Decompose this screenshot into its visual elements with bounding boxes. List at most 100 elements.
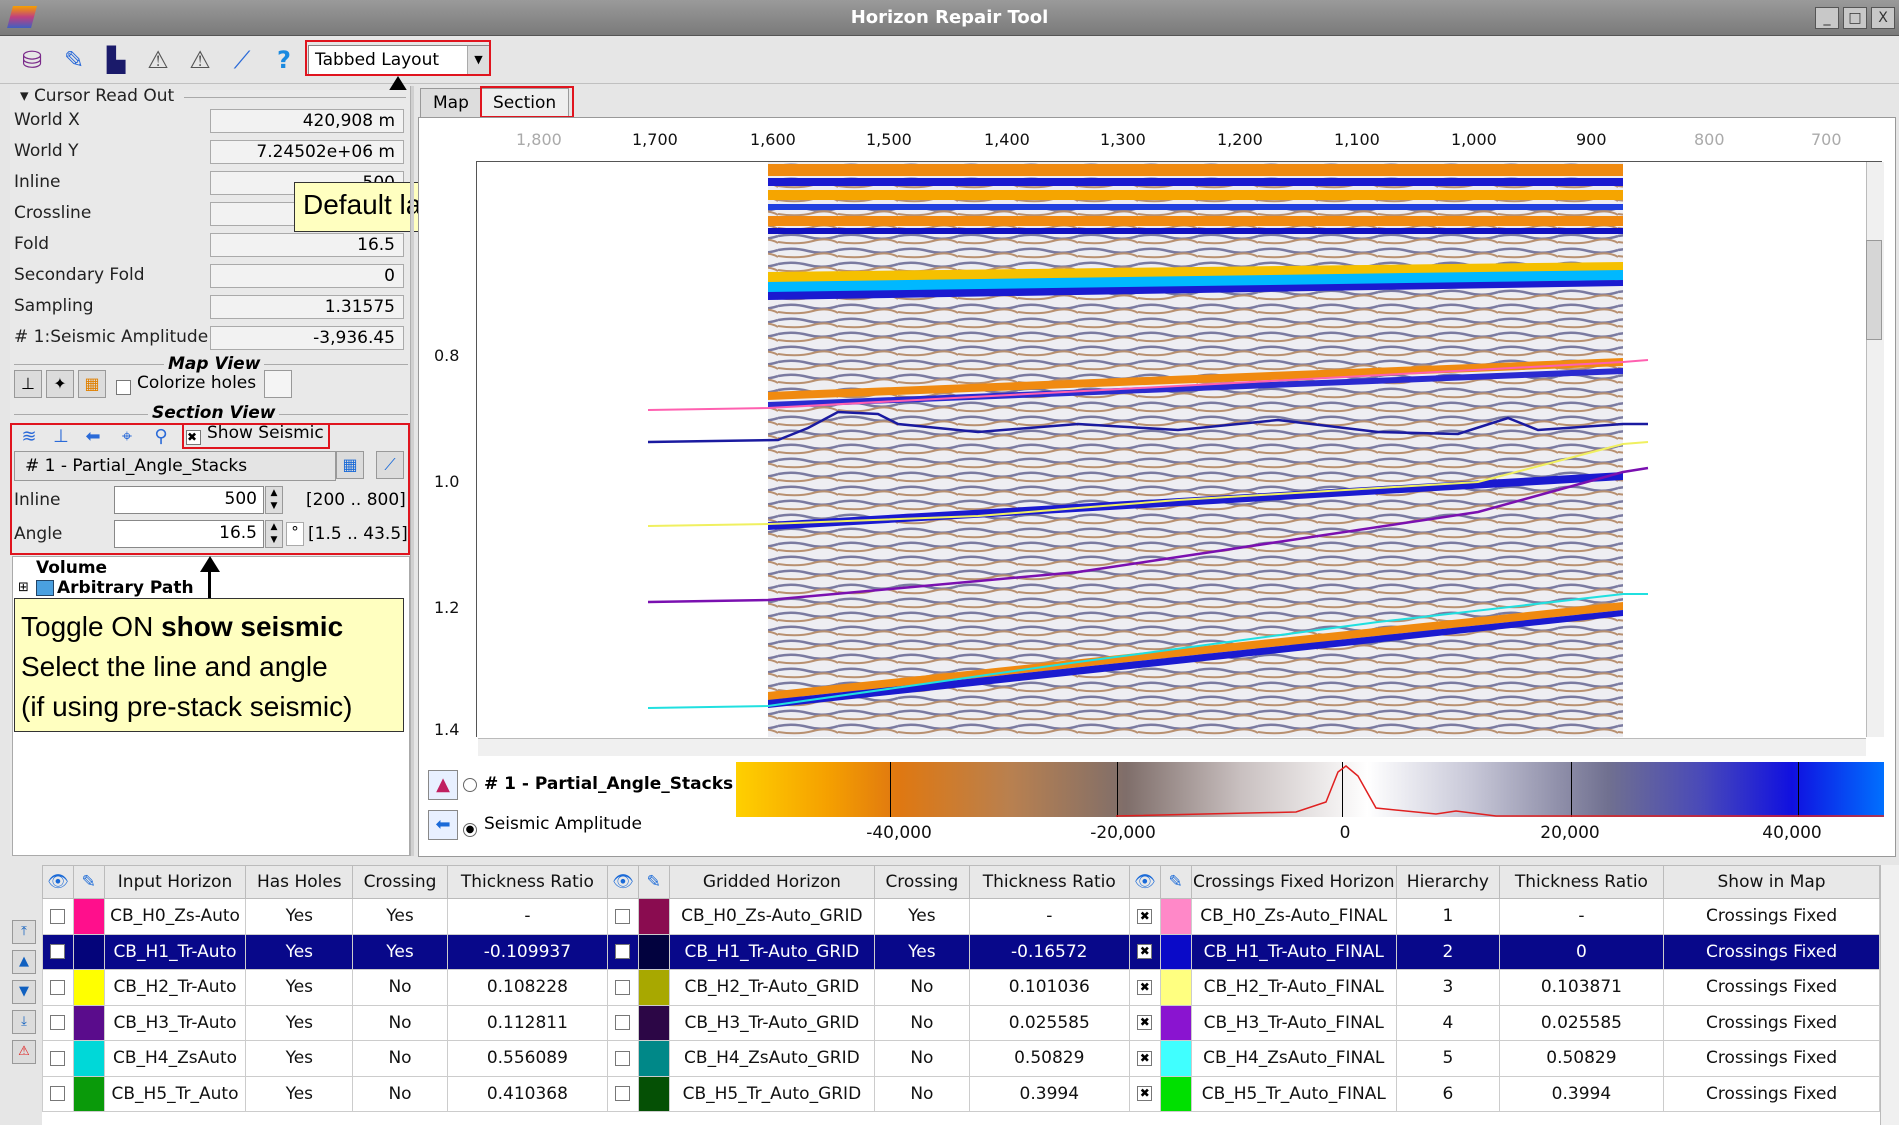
volume-display-icon[interactable]: ▲ xyxy=(428,770,458,800)
layout-combo[interactable]: Tabbed Layout ▼ xyxy=(308,45,490,75)
tree-item-volume[interactable]: Volume xyxy=(36,558,108,578)
move-bottom-icon[interactable]: ⤓ xyxy=(12,1010,36,1034)
gridded-horizon-name[interactable]: CB_H3_Tr-Auto_GRID xyxy=(668,1004,876,1041)
table-row[interactable]: CB_H2_Tr-Auto Yes No 0.108228 CB_H2_Tr-Auto_… xyxy=(42,969,1880,1006)
color-swatch[interactable] xyxy=(72,1040,105,1077)
show-in-map-value[interactable]: Crossings Fixed xyxy=(1663,898,1880,935)
input-horizon-name[interactable]: CB_H4_ZsAuto xyxy=(103,1040,247,1077)
warning-icon[interactable]: ⚠ xyxy=(12,1040,36,1064)
map-tool-3-icon[interactable]: ▦ xyxy=(78,370,106,398)
eye-icon[interactable]: 👁 xyxy=(42,865,74,899)
color-swatch[interactable] xyxy=(72,933,105,970)
visibility-checkbox[interactable]: ✖ xyxy=(1128,898,1161,935)
col-thickness-ratio[interactable]: Thickness Ratio xyxy=(446,865,609,899)
eye-icon[interactable]: 👁 xyxy=(1128,865,1161,899)
show-in-map-value[interactable]: Crossings Fixed xyxy=(1663,1075,1880,1112)
tab-section[interactable]: Section xyxy=(480,88,570,118)
col-thickness-ratio[interactable]: Thickness Ratio xyxy=(1498,865,1665,899)
tree-item-arbitrary-path[interactable]: Arbitrary Path xyxy=(57,578,194,598)
color-swatch[interactable] xyxy=(72,1004,105,1041)
scrollbar-thumb[interactable] xyxy=(1866,240,1882,340)
col-crossings-fixed-horizon[interactable]: Crossings Fixed Horizon xyxy=(1190,865,1398,899)
fixed-horizon-name[interactable]: CB_H0_Zs-Auto_FINAL xyxy=(1190,898,1398,935)
input-horizon-name[interactable]: CB_H5_Tr_Auto xyxy=(103,1075,247,1112)
table-vertical-scrollbar[interactable] xyxy=(1880,865,1899,1125)
visibility-checkbox[interactable] xyxy=(607,1075,639,1112)
pencil-icon[interactable]: ✎ xyxy=(72,865,105,899)
col-show-in-map[interactable]: Show in Map xyxy=(1663,865,1880,899)
zoom-icon[interactable]: ⚲ xyxy=(154,426,168,447)
inline-field[interactable]: 500 xyxy=(114,486,264,514)
volume-radio[interactable] xyxy=(463,777,477,797)
color-swatch[interactable] xyxy=(637,1004,670,1041)
table-row[interactable]: CB_H3_Tr-Auto Yes No 0.112811 CB_H3_Tr-Auto_… xyxy=(42,1004,1880,1041)
minimize-button[interactable]: _ xyxy=(1815,7,1839,29)
color-swatch[interactable] xyxy=(1159,969,1192,1006)
volume-combo[interactable]: # 1 - Partial_Angle_Stacks xyxy=(14,451,336,481)
visibility-checkbox[interactable] xyxy=(42,1004,74,1041)
color-swatch[interactable] xyxy=(72,969,105,1006)
col-gridded-horizon[interactable]: Gridded Horizon xyxy=(668,865,876,899)
visibility-checkbox[interactable] xyxy=(607,1040,639,1077)
visibility-checkbox[interactable]: ✖ xyxy=(1128,969,1161,1006)
color-swatch[interactable] xyxy=(72,898,105,935)
show-in-map-value[interactable]: Crossings Fixed xyxy=(1663,1004,1880,1041)
brush-icon[interactable]: ⟋ xyxy=(233,46,251,74)
tab-map[interactable]: Map xyxy=(420,88,482,118)
col-hierarchy[interactable]: Hierarchy xyxy=(1396,865,1500,899)
color-swatch[interactable] xyxy=(72,1075,105,1112)
color-swatch[interactable] xyxy=(1159,1040,1192,1077)
map-tool-2-icon[interactable]: ✦ xyxy=(46,370,74,398)
gridded-horizon-name[interactable]: CB_H1_Tr-Auto_GRID xyxy=(668,933,876,970)
visibility-checkbox[interactable] xyxy=(42,969,74,1006)
warning-triangle-icon[interactable]: ⚠ xyxy=(147,46,169,74)
col-input-horizon[interactable]: Input Horizon xyxy=(103,865,247,899)
visibility-checkbox[interactable] xyxy=(607,969,639,1006)
close-button[interactable]: X xyxy=(1871,7,1895,29)
help-icon[interactable]: ? xyxy=(277,46,291,74)
show-seismic-checkbox[interactable]: ✖ xyxy=(186,427,201,447)
visibility-checkbox[interactable] xyxy=(42,898,74,935)
input-horizon-name[interactable]: CB_H2_Tr-Auto xyxy=(103,969,247,1006)
pencil-icon[interactable]: ✎ xyxy=(63,46,85,74)
visibility-checkbox[interactable]: ✖ xyxy=(1128,1040,1161,1077)
splitter[interactable] xyxy=(410,86,414,856)
table-row[interactable]: CB_H1_Tr-Auto Yes Yes -0.109937 CB_H1_Tr-Aut… xyxy=(42,933,1880,970)
visibility-checkbox[interactable] xyxy=(607,898,639,935)
horizon-tool-icon[interactable]: ≋ xyxy=(21,426,37,447)
show-in-map-value[interactable]: Crossings Fixed xyxy=(1663,1040,1880,1077)
visibility-checkbox[interactable] xyxy=(42,1040,74,1077)
pick-tool-icon[interactable]: ⊥ xyxy=(53,426,69,447)
visibility-checkbox[interactable]: ✖ xyxy=(1128,933,1161,970)
fixed-horizon-name[interactable]: CB_H5_Tr_Auto_FINAL xyxy=(1190,1075,1398,1112)
color-swatch[interactable] xyxy=(637,933,670,970)
database-icon[interactable]: ⛁ xyxy=(21,46,43,74)
table-row[interactable]: CB_H4_ZsAuto Yes No 0.556089 CB_H4_ZsAuto_GR… xyxy=(42,1040,1880,1077)
input-horizon-name[interactable]: CB_H0_Zs-Auto xyxy=(103,898,247,935)
gridded-horizon-name[interactable]: CB_H2_Tr-Auto_GRID xyxy=(668,969,876,1006)
color-swatch[interactable] xyxy=(637,898,670,935)
volume-grid-icon[interactable]: ▦ xyxy=(336,451,364,479)
pencil-icon[interactable]: ✎ xyxy=(1159,865,1192,899)
color-swatch[interactable] xyxy=(637,969,670,1006)
angle-field[interactable]: 16.5 xyxy=(114,520,264,548)
arrow-left-icon[interactable]: ⬅ xyxy=(85,426,101,447)
pipette-icon[interactable]: ⟋ xyxy=(376,451,404,479)
color-swatch[interactable] xyxy=(1159,898,1192,935)
cursor-readout-header[interactable]: ▾ Cursor Read Out xyxy=(20,86,175,106)
fixed-horizon-name[interactable]: CB_H3_Tr-Auto_FINAL xyxy=(1190,1004,1398,1041)
gridded-horizon-name[interactable]: CB_H4_ZsAuto_GRID xyxy=(668,1040,876,1077)
fixed-horizon-name[interactable]: CB_H1_Tr-Auto_FINAL xyxy=(1190,933,1398,970)
color-swatch[interactable] xyxy=(1159,933,1192,970)
section-horizontal-scrollbar[interactable] xyxy=(478,738,1866,756)
move-top-icon[interactable]: ⤒ xyxy=(12,920,36,944)
input-horizon-name[interactable]: CB_H3_Tr-Auto xyxy=(103,1004,247,1041)
visibility-checkbox[interactable] xyxy=(42,1075,74,1112)
visibility-checkbox[interactable] xyxy=(607,1004,639,1041)
inline-stepper[interactable]: ▲ ▼ xyxy=(265,486,283,514)
color-swatch[interactable] xyxy=(637,1075,670,1112)
seismic-section-image[interactable] xyxy=(478,162,1878,737)
visibility-checkbox[interactable]: ✖ xyxy=(1128,1004,1161,1041)
move-down-icon[interactable]: ▼ xyxy=(12,980,36,1004)
col-has-holes[interactable]: Has Holes xyxy=(245,865,354,899)
